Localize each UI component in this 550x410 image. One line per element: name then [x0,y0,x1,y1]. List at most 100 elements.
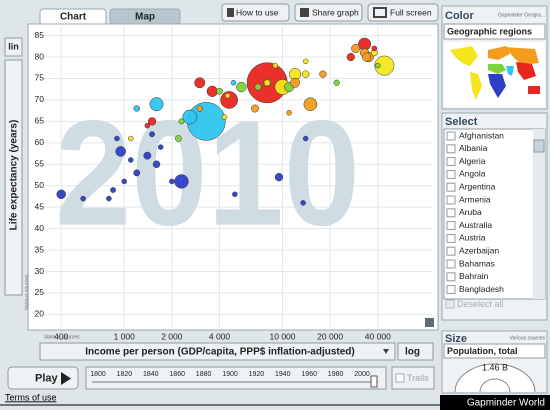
bubble[interactable] [133,105,140,112]
bubble[interactable] [194,77,206,89]
bubble[interactable] [221,114,228,120]
bubble[interactable] [56,189,66,200]
bubble[interactable] [169,178,175,185]
timeline-thumb[interactable] [370,375,378,388]
play-label: Play [35,372,59,384]
bubble[interactable] [206,85,218,97]
bubble[interactable] [371,45,378,52]
brand: Gapminder World [467,398,545,409]
country-name[interactable]: Azerbaijan [459,245,499,255]
country-name[interactable]: Bahrain [459,271,489,281]
bubble[interactable] [300,200,306,206]
bubble[interactable] [232,191,238,198]
bubble[interactable] [319,70,327,78]
y-tick-label: 70 [35,94,45,104]
bubble[interactable] [174,174,189,189]
bubble[interactable] [236,81,247,93]
bubble[interactable] [254,83,262,91]
bubble[interactable] [230,80,237,86]
bubble[interactable] [178,118,185,125]
play-button[interactable] [7,366,79,390]
bubble[interactable] [133,169,141,177]
country-name[interactable]: Albania [459,143,488,153]
country-checkbox[interactable] [446,233,456,243]
resize-handle[interactable] [425,318,434,327]
bubble[interactable] [375,62,381,69]
country-name[interactable]: Afghanistan [459,130,504,140]
map-east-asia [516,62,540,94]
bubble[interactable] [110,187,116,193]
deselect-label[interactable]: Deselect all [457,299,504,309]
bubble[interactable] [106,195,112,202]
x-scale-dropdown[interactable] [397,342,434,361]
country-name[interactable]: Aruba [459,207,482,217]
scrollbar[interactable] [533,129,545,299]
bubble[interactable] [121,178,127,185]
bubble[interactable] [149,97,164,112]
bubble[interactable] [147,117,157,126]
bubble[interactable] [143,151,152,160]
bubble[interactable] [196,105,203,112]
bubble[interactable] [274,173,284,182]
bubble[interactable] [351,43,361,53]
bubble[interactable] [272,62,279,69]
color-dropdown[interactable] [443,23,546,40]
country-name[interactable]: Bahamas [459,258,495,268]
country-checkbox[interactable] [446,221,456,231]
country-checkbox[interactable] [446,285,456,295]
country-checkbox[interactable] [446,169,456,179]
bubble[interactable] [286,110,292,116]
country-name[interactable]: Australia [459,220,492,230]
bubble[interactable] [362,52,372,62]
x-indicator-dropdown[interactable] [39,342,396,361]
country-name[interactable]: Algeria [459,156,486,166]
bubble[interactable] [216,87,223,95]
country-checkbox[interactable] [446,144,456,154]
bubble[interactable] [303,97,318,112]
country-checkbox[interactable] [446,208,456,218]
scroll-thumb[interactable] [533,139,545,153]
country-checkbox[interactable] [446,246,456,256]
bubble[interactable] [302,135,309,142]
bubble[interactable] [149,131,156,138]
terms-link[interactable]: Terms of use [5,392,57,402]
bubble[interactable] [152,160,161,169]
y-indicator-dropdown[interactable] [4,59,23,296]
bubble[interactable] [114,135,120,142]
share-graph-button[interactable] [294,3,363,22]
bubble[interactable] [80,195,86,202]
country-checkbox[interactable] [446,157,456,167]
country-name[interactable]: Angola [459,169,486,179]
bubble[interactable] [251,104,259,113]
x-tick-label: 40 000 [365,331,391,341]
bubble[interactable] [263,79,271,86]
bubble[interactable] [175,135,182,142]
bubble[interactable] [182,109,198,125]
bubble[interactable] [128,135,134,142]
country-checkbox[interactable] [446,131,456,141]
deselect-checkbox[interactable] [445,299,455,309]
country-name[interactable]: Bangladesh [459,284,504,294]
bubble[interactable] [346,52,355,62]
y-scale-dropdown[interactable] [4,37,23,57]
bubble[interactable] [128,157,134,163]
country-checkbox[interactable] [446,182,456,192]
bubble[interactable] [157,144,164,150]
trails-checkbox[interactable] [395,373,405,383]
bubble[interactable] [374,55,395,76]
country-checkbox[interactable] [446,272,456,282]
bubble[interactable] [290,77,300,88]
bubble[interactable] [301,70,310,78]
how-to-use-button[interactable] [221,3,290,22]
country-name[interactable]: Argentina [459,181,496,191]
country-checkbox[interactable] [446,259,456,269]
bubble[interactable] [224,92,231,99]
bubble[interactable] [302,58,309,65]
bubble[interactable] [144,122,151,129]
country-name[interactable]: Austria [459,233,486,243]
country-checkbox[interactable] [446,195,456,205]
bubble[interactable] [115,146,126,157]
country-name[interactable]: Armenia [459,194,491,204]
bubble[interactable] [333,79,340,86]
size-dropdown[interactable] [443,343,546,359]
